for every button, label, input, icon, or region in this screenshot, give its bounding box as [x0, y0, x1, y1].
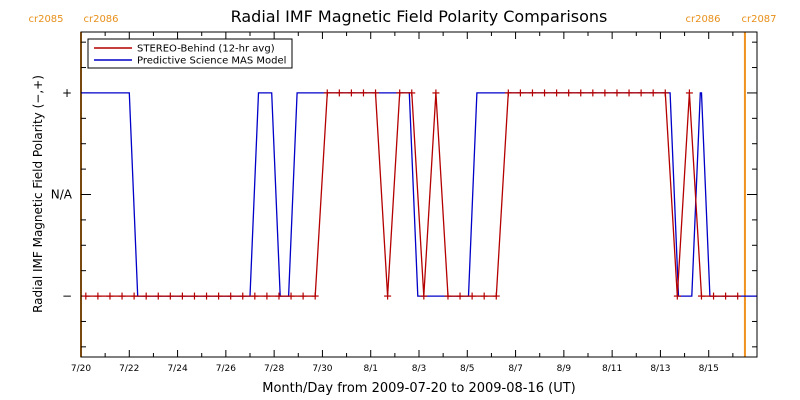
x-tick-label: 7/24	[167, 364, 187, 374]
data-point	[565, 89, 572, 96]
polarity-chart: Radial IMF Magnetic Field Polarity Compa…	[0, 0, 800, 400]
series-line	[86, 93, 738, 296]
data-point	[601, 89, 608, 96]
x-tick-label: 7/28	[264, 364, 284, 374]
legend-label-mas: Predictive Science MAS Model	[137, 56, 286, 67]
data-point	[336, 89, 343, 96]
data-point	[541, 89, 548, 96]
data-point	[239, 293, 246, 300]
data-point	[203, 293, 210, 300]
carrington-label: cr2086	[685, 14, 720, 25]
axis-ticks: 7/20 7/22 7/24 7/26 7/28 7/30 8/1 8/3 8/5 8/7 8/9 8…	[51, 32, 757, 374]
data-point	[722, 293, 729, 300]
y-tick-label: −	[62, 289, 72, 303]
data-point	[119, 293, 126, 300]
data-point	[650, 89, 657, 96]
data-point	[275, 293, 282, 300]
data-point	[662, 89, 669, 96]
carrington-label: cr2086	[83, 14, 118, 25]
y-tick-label: +	[62, 86, 72, 100]
data-point	[300, 293, 307, 300]
series-group	[81, 89, 757, 299]
data-point	[517, 89, 524, 96]
data-point	[348, 89, 355, 96]
data-point	[312, 293, 319, 300]
data-point	[469, 293, 476, 300]
x-axis-label: Month/Day from 2009-07-20 to 2009-08-16 …	[262, 381, 575, 396]
data-point	[131, 293, 138, 300]
data-point	[324, 89, 331, 96]
chart-title: Radial IMF Magnetic Field Polarity Compa…	[231, 7, 608, 26]
data-point	[106, 293, 113, 300]
data-point	[553, 89, 560, 96]
data-point	[710, 293, 717, 300]
data-point	[613, 89, 620, 96]
data-point	[263, 293, 270, 300]
legend: STEREO-Behind (12-hr avg) Predictive Sci…	[88, 39, 292, 68]
data-point	[638, 89, 645, 96]
data-point	[420, 293, 427, 300]
x-tick-label: 7/26	[216, 364, 236, 374]
x-tick-label: 8/1	[363, 364, 377, 374]
data-point	[179, 293, 186, 300]
data-point	[167, 293, 174, 300]
data-point	[94, 293, 101, 300]
series-mas-model	[81, 93, 757, 296]
x-tick-label: 8/15	[699, 364, 719, 374]
data-point	[505, 89, 512, 96]
data-point	[82, 293, 89, 300]
x-tick-label: 7/22	[119, 364, 139, 374]
data-point	[457, 293, 464, 300]
carrington-label: cr2085	[28, 14, 63, 25]
plot-frame	[81, 32, 757, 357]
data-point	[155, 293, 162, 300]
series-stereo-behind	[82, 89, 741, 299]
x-tick-label: 8/9	[557, 364, 572, 374]
data-point	[372, 89, 379, 96]
data-point	[227, 293, 234, 300]
carrington-label: cr2087	[741, 14, 776, 25]
x-tick-label: 7/20	[71, 364, 91, 374]
data-point	[481, 293, 488, 300]
data-point	[215, 293, 222, 300]
data-point	[143, 293, 150, 300]
data-point	[432, 89, 439, 96]
data-point	[191, 293, 198, 300]
data-point	[493, 293, 500, 300]
y-axis-label: Radial IMF Magnetic Field Polarity (−,+)	[31, 75, 45, 313]
data-point	[251, 293, 258, 300]
x-tick-label: 7/30	[312, 364, 332, 374]
data-point	[674, 293, 681, 300]
data-point	[396, 89, 403, 96]
x-tick-label: 8/11	[602, 364, 622, 374]
data-point	[698, 293, 705, 300]
data-point	[384, 293, 391, 300]
data-point	[589, 89, 596, 96]
x-tick-label: 8/13	[650, 364, 670, 374]
x-tick-label: 8/5	[460, 364, 474, 374]
data-point	[734, 293, 741, 300]
data-point	[444, 293, 451, 300]
data-point	[360, 89, 367, 96]
legend-label-stereo: STEREO-Behind (12-hr avg)	[137, 44, 275, 55]
x-tick-label: 8/7	[508, 364, 522, 374]
y-tick-label: N/A	[51, 188, 73, 202]
series-line	[81, 93, 757, 296]
data-point	[529, 89, 536, 96]
x-tick-label: 8/3	[412, 364, 426, 374]
data-point	[577, 89, 584, 96]
data-point	[686, 89, 693, 96]
data-point	[626, 89, 633, 96]
